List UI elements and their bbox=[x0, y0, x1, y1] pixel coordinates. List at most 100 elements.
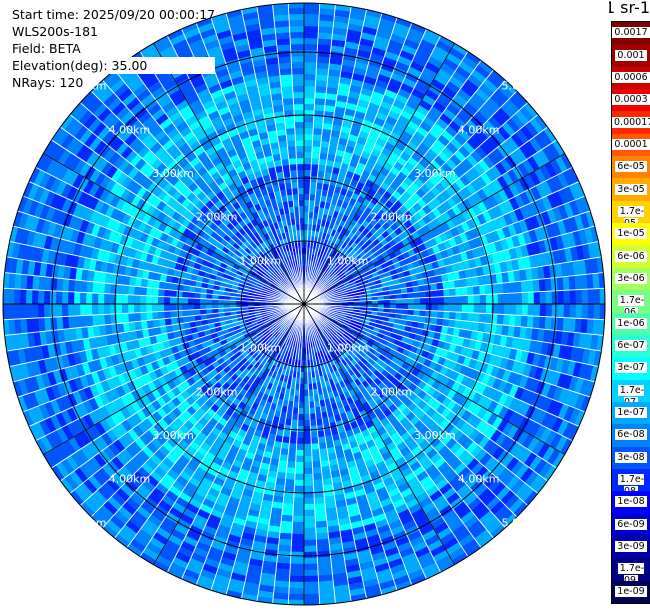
range-gate bbox=[304, 503, 315, 510]
range-gate bbox=[98, 282, 106, 294]
range-gate bbox=[443, 311, 450, 320]
range-gate bbox=[395, 304, 402, 310]
range-gate bbox=[384, 508, 398, 519]
range-gate bbox=[318, 331, 323, 338]
range-gate bbox=[322, 328, 328, 335]
range-gate bbox=[552, 401, 564, 418]
range-gate bbox=[350, 445, 361, 455]
range-gate bbox=[344, 363, 352, 372]
range-gate bbox=[345, 429, 355, 438]
range-gate bbox=[304, 497, 315, 504]
range-gate bbox=[438, 560, 455, 573]
range-gate bbox=[289, 164, 297, 171]
range-gate bbox=[273, 440, 283, 449]
range-gate bbox=[346, 502, 359, 512]
range-gate bbox=[468, 339, 477, 350]
range-gate bbox=[426, 377, 436, 387]
range-gate bbox=[430, 410, 441, 422]
range-gate bbox=[320, 314, 326, 320]
range-gate bbox=[244, 575, 261, 585]
range-gate bbox=[348, 508, 361, 518]
range-gate bbox=[551, 371, 561, 387]
range-gate bbox=[426, 396, 437, 408]
range-gate bbox=[339, 468, 350, 477]
range-gate bbox=[445, 514, 461, 528]
range-gate bbox=[492, 463, 507, 478]
range-gate bbox=[14, 288, 21, 304]
range-gate bbox=[122, 304, 129, 314]
range-gate bbox=[435, 478, 449, 491]
range-gate bbox=[311, 164, 319, 171]
range-gate bbox=[477, 322, 486, 333]
range-gate bbox=[50, 290, 57, 304]
range-gate bbox=[334, 590, 351, 599]
range-gate bbox=[295, 455, 304, 462]
ray-separator bbox=[256, 303, 305, 602]
range-gate bbox=[579, 379, 590, 396]
range-gate bbox=[322, 122, 333, 131]
range-gate bbox=[299, 383, 304, 390]
range-gate bbox=[432, 549, 449, 563]
range-gate bbox=[437, 356, 446, 366]
range-gate bbox=[360, 511, 374, 521]
range-gate bbox=[268, 525, 281, 533]
range-gate bbox=[575, 304, 582, 319]
range-gate bbox=[254, 528, 269, 538]
range-gate bbox=[340, 311, 348, 316]
range-gate bbox=[371, 304, 378, 308]
range-gate bbox=[519, 326, 527, 340]
range-gate bbox=[388, 519, 403, 530]
range-gate bbox=[104, 304, 111, 315]
range-gate bbox=[358, 442, 369, 452]
range-gate bbox=[339, 315, 346, 320]
range-gate bbox=[393, 318, 401, 325]
range-gate bbox=[86, 304, 93, 316]
range-gate bbox=[421, 562, 439, 575]
range-gate bbox=[345, 315, 353, 320]
range-gate bbox=[324, 348, 330, 356]
range-gate bbox=[304, 8, 320, 15]
range-gate bbox=[291, 539, 304, 546]
range-gate bbox=[501, 453, 515, 468]
range-gate bbox=[360, 566, 376, 576]
ray-separator bbox=[303, 303, 383, 595]
range-gate bbox=[339, 523, 352, 532]
range-gate bbox=[389, 304, 396, 309]
range-gate bbox=[338, 517, 351, 526]
range-gate bbox=[475, 371, 486, 383]
range-gate bbox=[405, 320, 413, 327]
range-gate bbox=[476, 407, 488, 420]
range-gate bbox=[299, 389, 304, 396]
range-gate bbox=[428, 421, 440, 433]
ray bbox=[303, 303, 506, 538]
range-gate bbox=[278, 544, 292, 552]
range-gate bbox=[452, 429, 465, 442]
range-gate bbox=[289, 20, 304, 27]
range-gate bbox=[405, 497, 419, 509]
range-gate bbox=[274, 580, 290, 588]
range-gate bbox=[14, 273, 22, 290]
range-gate bbox=[281, 92, 294, 100]
range-gate bbox=[264, 482, 276, 490]
range-gate bbox=[414, 450, 427, 461]
range-gate bbox=[290, 176, 298, 183]
range-gate bbox=[317, 44, 332, 52]
range-gate bbox=[304, 419, 311, 426]
range-gate bbox=[304, 599, 320, 605]
range-gate bbox=[358, 375, 366, 384]
range-gate bbox=[522, 434, 535, 449]
range-gate bbox=[316, 62, 330, 70]
range-gate bbox=[318, 20, 334, 28]
range-gate bbox=[399, 547, 415, 558]
range-gate bbox=[381, 451, 392, 461]
range-gate bbox=[262, 493, 274, 502]
range-gate bbox=[329, 338, 336, 345]
range-gate bbox=[308, 395, 315, 402]
ray bbox=[303, 303, 336, 605]
range-gate bbox=[288, 152, 297, 159]
range-gate bbox=[528, 455, 543, 471]
range-gate bbox=[453, 501, 468, 515]
range-gate bbox=[284, 418, 292, 426]
range-gate bbox=[394, 477, 407, 488]
range-gate bbox=[293, 395, 300, 402]
